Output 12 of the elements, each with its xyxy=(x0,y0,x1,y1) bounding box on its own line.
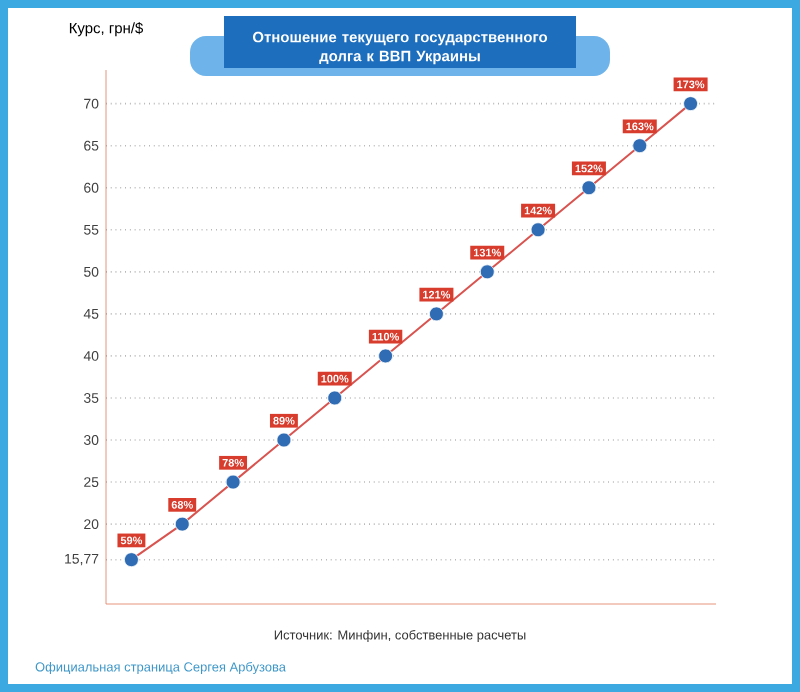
point xyxy=(632,138,648,154)
point xyxy=(479,264,495,280)
point xyxy=(581,180,597,196)
point xyxy=(530,222,546,238)
point xyxy=(225,474,241,490)
point xyxy=(378,348,393,364)
point xyxy=(327,390,343,406)
point xyxy=(174,516,190,532)
point xyxy=(683,96,698,112)
point xyxy=(276,432,292,448)
point xyxy=(429,306,444,322)
point xyxy=(124,552,139,568)
